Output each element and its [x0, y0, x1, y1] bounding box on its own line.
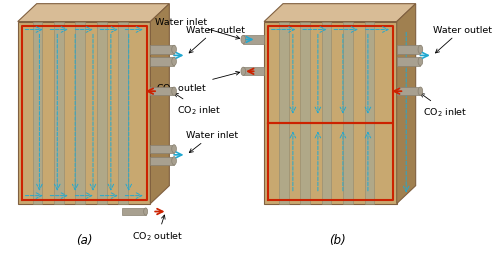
FancyBboxPatch shape: [122, 208, 146, 215]
Text: CO$_2$ outlet: CO$_2$ outlet: [156, 72, 240, 94]
Polygon shape: [264, 5, 416, 23]
Polygon shape: [300, 23, 310, 204]
Ellipse shape: [172, 46, 176, 54]
Text: CO$_2$ inlet: CO$_2$ inlet: [420, 94, 468, 118]
Polygon shape: [396, 5, 415, 204]
FancyBboxPatch shape: [150, 58, 174, 66]
Polygon shape: [322, 23, 332, 204]
FancyBboxPatch shape: [243, 68, 264, 76]
Text: Water outlet: Water outlet: [432, 25, 492, 54]
Ellipse shape: [418, 46, 422, 54]
Polygon shape: [264, 23, 396, 204]
Polygon shape: [344, 23, 353, 204]
Ellipse shape: [241, 68, 246, 76]
Ellipse shape: [418, 88, 422, 96]
FancyBboxPatch shape: [243, 36, 264, 44]
Text: Water inlet: Water inlet: [155, 18, 240, 40]
Text: CO$_2$ inlet: CO$_2$ inlet: [174, 94, 222, 116]
Polygon shape: [118, 23, 128, 204]
Text: CO$_2$ outlet: CO$_2$ outlet: [132, 215, 184, 242]
Polygon shape: [97, 23, 106, 204]
Polygon shape: [365, 23, 374, 204]
Ellipse shape: [172, 145, 176, 153]
Ellipse shape: [418, 58, 422, 66]
FancyBboxPatch shape: [150, 145, 174, 153]
Ellipse shape: [172, 58, 176, 66]
FancyBboxPatch shape: [150, 88, 174, 96]
FancyBboxPatch shape: [396, 58, 420, 66]
Text: (a): (a): [76, 233, 92, 246]
FancyBboxPatch shape: [396, 46, 420, 54]
Text: (b): (b): [328, 233, 345, 246]
Polygon shape: [76, 23, 85, 204]
Polygon shape: [18, 5, 170, 23]
Ellipse shape: [172, 157, 176, 165]
Ellipse shape: [172, 88, 176, 96]
Polygon shape: [279, 23, 288, 204]
FancyBboxPatch shape: [150, 157, 174, 165]
Ellipse shape: [241, 36, 246, 44]
Polygon shape: [150, 5, 170, 204]
Polygon shape: [18, 23, 150, 204]
FancyBboxPatch shape: [396, 88, 420, 96]
Text: Water inlet: Water inlet: [186, 130, 238, 153]
Polygon shape: [32, 23, 42, 204]
Ellipse shape: [144, 208, 148, 215]
FancyBboxPatch shape: [150, 46, 174, 54]
Text: Water outlet: Water outlet: [186, 25, 246, 54]
Polygon shape: [54, 23, 64, 204]
